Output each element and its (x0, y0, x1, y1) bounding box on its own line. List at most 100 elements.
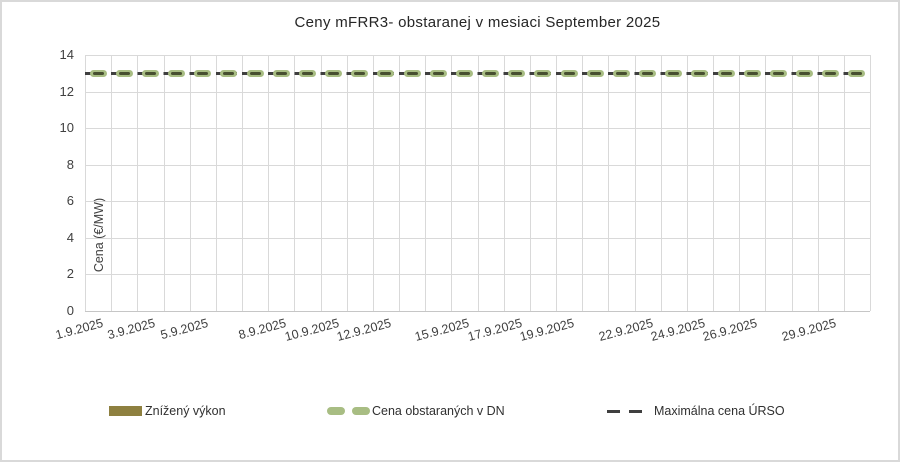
legend-item-znizeny-vykon: Znížený výkon (109, 396, 226, 426)
gridline-vertical (686, 55, 688, 311)
dn-price-marker (325, 69, 343, 77)
dn-price-marker (194, 69, 212, 77)
dn-price-marker (168, 69, 186, 77)
legend-label: Znížený výkon (145, 404, 226, 418)
dn-price-marker (848, 69, 866, 77)
x-tick-label: 19.9.2025 (518, 316, 576, 344)
y-tick-label: 6 (66, 193, 74, 209)
gridline-vertical (320, 55, 322, 311)
gridline-vertical (843, 55, 845, 311)
dn-price-marker (89, 69, 107, 77)
dn-price-marker (612, 69, 630, 77)
dn-price-marker (717, 69, 735, 77)
dash-marker-swatch-icon (327, 407, 370, 415)
bar-swatch-icon (109, 406, 142, 416)
legend-item-cena-obstaranych-v-dn: Cena obstaraných v DN (327, 396, 505, 426)
dn-price-marker (298, 69, 316, 77)
x-tick-label: 17.9.2025 (466, 316, 524, 344)
gridline-vertical (739, 55, 741, 311)
urso-max-price-dashed-line (85, 71, 870, 75)
dn-price-marker (665, 69, 683, 77)
x-tick-label: 24.9.2025 (649, 316, 707, 344)
dashed-line-swatch-icon (607, 409, 642, 413)
dn-price-marker (403, 69, 421, 77)
gridline-vertical (477, 55, 479, 311)
dn-price-marker (796, 69, 814, 77)
gridline-vertical (817, 55, 819, 311)
dn-price-marker (639, 69, 657, 77)
y-tick-label: 0 (66, 303, 74, 318)
dn-price-marker (482, 69, 500, 77)
dn-price-marker (822, 69, 840, 77)
dn-price-marker (246, 69, 264, 77)
dn-price-marker (351, 69, 369, 77)
dn-price-marker (377, 69, 395, 77)
chart-legend: Znížený výkon Cena obstaraných v DN Maxi… (85, 396, 870, 426)
gridline-vertical (425, 55, 427, 311)
x-tick-label: 22.9.2025 (596, 316, 655, 344)
dn-price-marker (141, 69, 159, 77)
y-tick-label: 2 (66, 266, 74, 282)
gridline-vertical (634, 55, 636, 311)
gridline-horizontal (85, 128, 870, 130)
y-axis-title: Cena (€/MW) (92, 197, 106, 273)
gridline-vertical (242, 55, 243, 311)
dn-price-marker (534, 69, 552, 77)
plot-area: Cena (€/MW) (85, 55, 871, 312)
y-tick-label: 12 (59, 83, 74, 99)
gridline-vertical (215, 55, 217, 311)
gridline-vertical (503, 55, 505, 311)
gridline-vertical (294, 55, 296, 311)
dn-price-marker (429, 69, 447, 77)
gridline-vertical (372, 55, 374, 311)
gridline-vertical (791, 55, 793, 311)
y-tick-label: 4 (66, 229, 74, 245)
x-tick-label: 12.9.2025 (335, 316, 393, 344)
gridline-vertical (137, 55, 139, 311)
gridline-horizontal (85, 91, 870, 93)
dn-price-marker (691, 69, 709, 77)
legend-label: Maximálna cena ÚRSO (654, 404, 785, 418)
x-tick-label: 5.9.2025 (158, 316, 210, 343)
dn-price-marker (769, 69, 787, 77)
gridline-vertical (163, 55, 165, 311)
gridline-vertical (111, 55, 113, 311)
dn-price-marker (586, 69, 604, 77)
legend-item-maximalna-cena-urso: Maximálna cena ÚRSO (607, 396, 785, 426)
dn-price-marker (272, 69, 290, 77)
gridline-vertical (399, 55, 400, 311)
gridline-horizontal (85, 237, 870, 239)
x-tick-label: 1.9.2025 (54, 316, 105, 343)
dn-price-marker (455, 69, 473, 77)
x-tick-label: 29.9.2025 (780, 316, 838, 344)
gridline-vertical (765, 55, 767, 311)
gridline-vertical (556, 55, 557, 311)
dn-price-marker (115, 69, 133, 77)
dn-price-marker (560, 69, 578, 77)
gridline-vertical (529, 55, 531, 311)
gridline-vertical (870, 55, 871, 311)
x-tick-label: 10.9.2025 (282, 316, 341, 344)
legend-label: Cena obstaraných v DN (372, 404, 505, 418)
x-tick-label: 8.9.2025 (237, 316, 288, 343)
chart-title: Ceny mFRR3- obstaranej v mesiaci Septemb… (294, 14, 661, 31)
gridline-vertical (85, 55, 86, 311)
y-tick-label: 14 (59, 47, 74, 62)
y-tick-label: 8 (66, 156, 74, 172)
x-tick-label: 15.9.2025 (413, 316, 472, 344)
y-tick-label: 10 (59, 120, 74, 136)
gridline-horizontal (85, 164, 870, 166)
gridline-vertical (268, 55, 270, 311)
gridline-horizontal (85, 55, 870, 56)
gridline-vertical (189, 55, 191, 311)
x-tick-label: 3.9.2025 (106, 316, 158, 343)
dn-price-marker (743, 69, 761, 77)
dn-price-marker (508, 69, 526, 77)
gridline-vertical (713, 55, 714, 311)
gridline-vertical (608, 55, 610, 311)
gridline-vertical (451, 55, 453, 311)
x-tick-label: 26.9.2025 (701, 316, 759, 344)
x-axis-line (85, 311, 870, 312)
gridline-vertical (660, 55, 662, 311)
